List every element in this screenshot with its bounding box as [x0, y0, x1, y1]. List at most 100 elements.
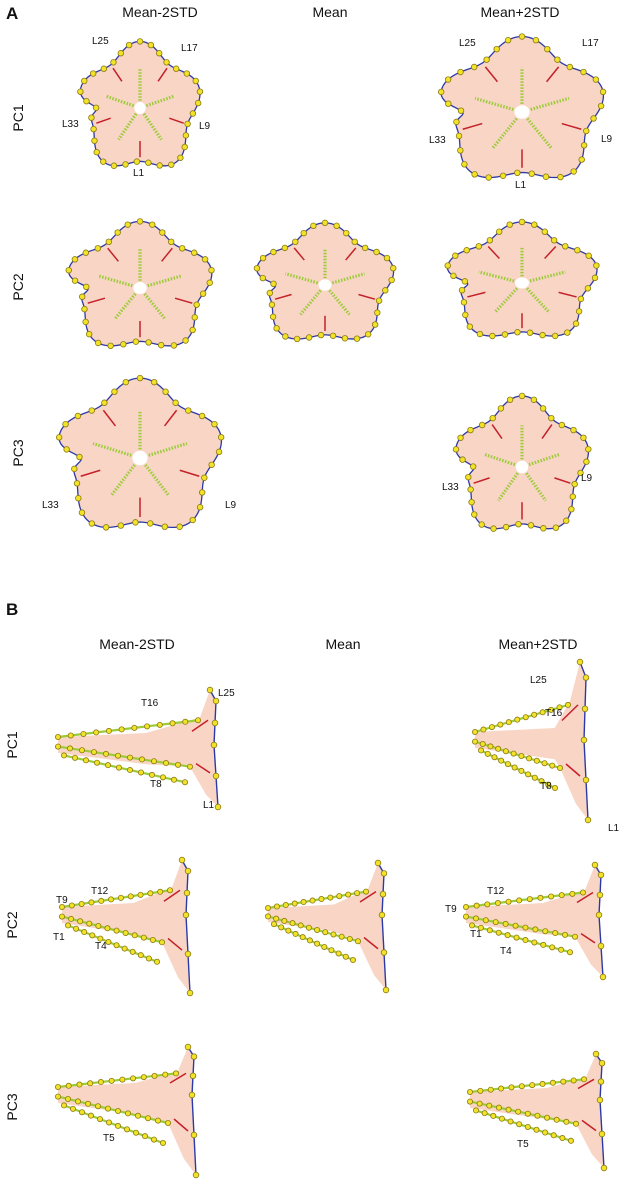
- septum-line: [163, 409, 178, 427]
- landmark-dot: [591, 861, 599, 869]
- landmark-dot: [514, 329, 521, 336]
- accent-line: [561, 704, 579, 722]
- landmark-dot: [97, 1079, 104, 1086]
- landmark-dot: [383, 254, 391, 262]
- landmark-dot: [156, 50, 163, 57]
- landmark-dot: [71, 256, 79, 263]
- landmark-dot: [130, 1075, 137, 1082]
- accent-line: [359, 890, 377, 903]
- landmark-dot: [131, 724, 138, 731]
- landmark-dot: [351, 238, 358, 246]
- landmark-dot: [88, 407, 95, 414]
- landmark-dot: [539, 1080, 546, 1087]
- landmark-dot: [522, 714, 529, 721]
- septum-line: [558, 291, 577, 298]
- landmark-dot: [185, 407, 192, 414]
- landmark-dot: [528, 170, 535, 177]
- landmark-dot: [480, 726, 487, 733]
- landmark-dot: [495, 1104, 502, 1111]
- septum-line: [112, 67, 123, 82]
- landmark-dot: [476, 330, 484, 338]
- landmark-dot: [82, 318, 89, 326]
- landmark-dot: [502, 523, 510, 531]
- landmark-dot: [471, 171, 478, 178]
- landmark-dot: [487, 1086, 494, 1093]
- label-a-pc3-m2-l33: L33: [42, 500, 59, 511]
- center-hole: [318, 279, 332, 291]
- landmark-dot: [580, 68, 587, 76]
- landmark-dot: [577, 469, 584, 477]
- landmark-dot: [77, 88, 84, 95]
- mesh-line: [331, 272, 366, 285]
- landmark-dot: [497, 405, 505, 412]
- landmark-dot: [488, 724, 495, 731]
- landmark-dot: [495, 228, 503, 235]
- pc2-mean-plus-2std-shape: [444, 218, 600, 340]
- accent-line: [565, 763, 581, 777]
- landmark-dot: [156, 162, 163, 169]
- landmark-dot: [597, 871, 605, 879]
- mesh-line: [529, 270, 566, 283]
- landmark-dot: [515, 521, 522, 528]
- landmark-dot: [210, 741, 218, 749]
- landmark-dot: [132, 338, 140, 345]
- mesh-line: [284, 272, 319, 285]
- landmark-dot: [132, 519, 139, 526]
- landmark-dot: [490, 1112, 497, 1119]
- landmark-dot: [518, 767, 525, 774]
- landmark-dot: [293, 335, 301, 343]
- mesh-line: [483, 452, 516, 467]
- landmark-dot: [562, 931, 569, 938]
- landmark-dot: [498, 757, 505, 764]
- landmark-dot: [182, 911, 190, 919]
- landmark-dot: [486, 1102, 493, 1109]
- landmark-dot: [282, 902, 289, 909]
- landmark-dot: [492, 919, 499, 926]
- landmark-dot: [145, 159, 152, 166]
- landmark-dot: [131, 932, 138, 939]
- landmark-dot: [159, 229, 166, 236]
- landmark-dot: [125, 1110, 132, 1117]
- landmark-dot: [125, 41, 133, 49]
- landmark-dot: [182, 337, 189, 344]
- landmark-dot: [388, 276, 395, 284]
- landmark-dot: [71, 277, 79, 284]
- landmark-dot: [513, 934, 520, 941]
- panel-b-letter: B: [6, 600, 19, 619]
- landmark-dot: [115, 752, 122, 759]
- septum-line: [561, 122, 582, 130]
- label-a-pc3-p2-l9: L9: [581, 473, 593, 484]
- accent-line: [576, 891, 594, 904]
- mesh-line: [528, 452, 561, 467]
- landmark-dot: [526, 896, 533, 903]
- landmark-dot: [78, 900, 85, 907]
- accent-line: [173, 1118, 189, 1132]
- landmark-dot: [215, 448, 223, 456]
- landmark-dot: [582, 776, 590, 784]
- landmark-dot: [465, 473, 472, 481]
- landmark-dot: [468, 498, 475, 506]
- landmark-dot: [137, 891, 144, 898]
- landmark-dot: [153, 958, 160, 965]
- landmark-dot: [102, 524, 110, 531]
- landmark-dot: [321, 219, 329, 227]
- landmark-dot: [573, 1120, 580, 1127]
- landmark-dot: [569, 493, 576, 500]
- landmark-dot: [113, 927, 120, 934]
- landmark-dot: [189, 326, 196, 334]
- label-b-pc1-p2-t16: T16: [545, 708, 563, 719]
- landmark-dot: [467, 486, 474, 493]
- landmark-dot: [114, 229, 121, 236]
- landmark-dot: [541, 760, 548, 767]
- landmark-dot: [390, 265, 397, 272]
- septum-line: [491, 424, 503, 439]
- landmark-dot: [108, 1077, 115, 1084]
- landmark-dot: [582, 674, 590, 681]
- landmark-dot: [473, 902, 480, 909]
- landmark-dot: [597, 102, 605, 110]
- side-body: [470, 1054, 604, 1168]
- landmark-dot: [129, 948, 136, 955]
- landmark-dot: [522, 924, 529, 931]
- landmark-dot: [115, 1122, 122, 1129]
- landmark-dot: [136, 38, 144, 45]
